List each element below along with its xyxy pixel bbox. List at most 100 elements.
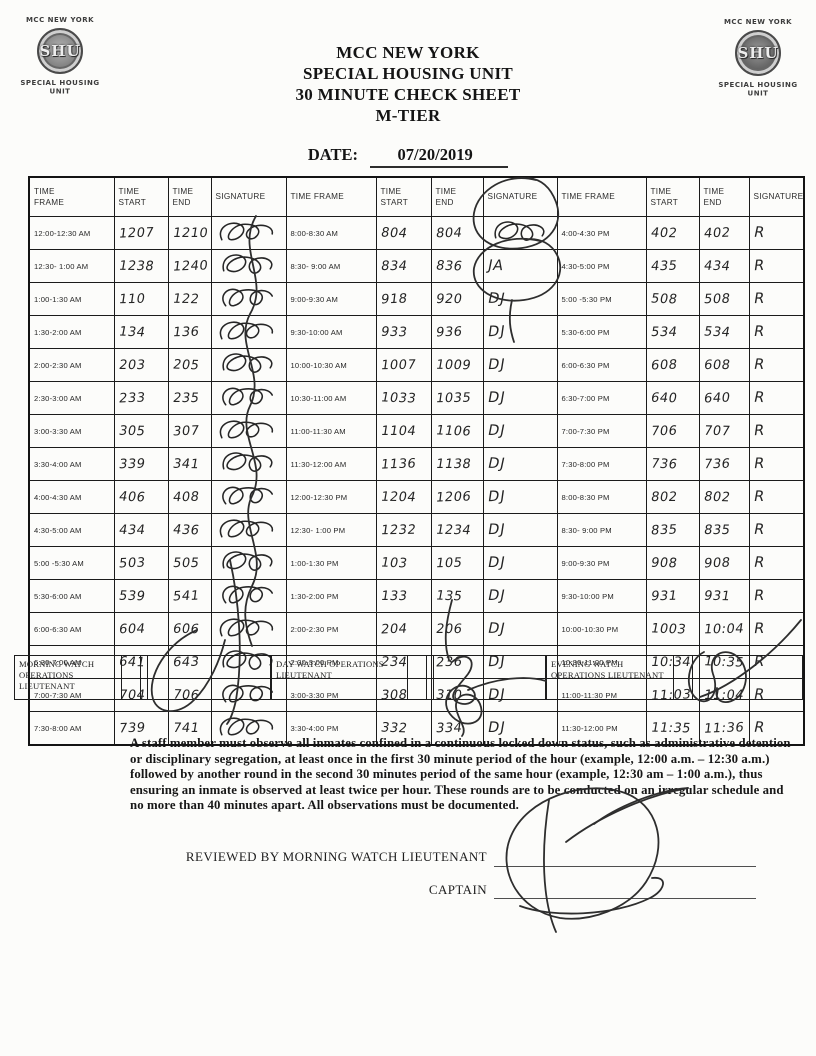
time-frame-cell: 6:00-6:30 PM: [556, 348, 647, 382]
handwritten-time-end: 235: [171, 391, 201, 406]
time-end-cell: 1240: [167, 249, 212, 283]
table-row: 3:00-3:30 AM 305 307 11:00-11:30 AM 1104 1106…: [28, 414, 805, 448]
time-frame-cell: 4:00-4:30 AM: [28, 480, 115, 514]
handwritten-time-start: 203: [117, 358, 147, 373]
signature-cell: [210, 480, 287, 514]
handwritten-signature-initials: DJ: [485, 290, 507, 308]
handwritten-time-end: 307: [171, 423, 200, 440]
time-frame-cell: 9:00-9:30 PM: [556, 546, 647, 580]
shu-seal-icon: SHU: [37, 28, 83, 74]
seal-text: SHU: [39, 42, 81, 60]
signature-cell: DJ: [482, 282, 558, 316]
time-frame-cell: 12:30- 1:00 AM: [28, 249, 115, 283]
time-frame-cell: 11:30-12:00 AM: [285, 447, 377, 481]
time-frame-cell: 9:30-10:00 PM: [556, 579, 647, 613]
time-end-cell: 122: [167, 282, 212, 316]
time-start-cell: 1238: [113, 249, 169, 283]
handwritten-signature-initials: R: [752, 455, 766, 473]
time-end-cell: 1234: [430, 513, 484, 547]
time-frame-cell: 5:00 -5:30 PM: [556, 282, 647, 316]
time-frame-cell: 10:00-10:30 PM: [556, 612, 647, 646]
signature-cell: R: [748, 579, 805, 613]
handwritten-time-start: 736: [649, 456, 679, 473]
handwritten-time-start: 1007: [379, 357, 417, 374]
strip-spacer: [674, 655, 693, 700]
time-start-cell: 406: [113, 480, 169, 514]
time-end-cell: 606: [167, 612, 212, 646]
strip-divider: [693, 655, 700, 700]
handwritten-time-end: 1106: [434, 423, 472, 440]
signature-cell: R: [748, 249, 805, 283]
time-frame-cell: 1:00-1:30 PM: [285, 546, 377, 580]
handwritten-time-end: 1009: [434, 357, 472, 374]
time-start-cell: 802: [645, 480, 700, 514]
time-frame-cell: 8:30- 9:00 AM: [285, 249, 377, 283]
time-frame-cell: 12:00-12:30 PM: [285, 480, 377, 514]
signature-scribble-icon: [221, 551, 272, 571]
time-start-cell: 1007: [375, 348, 432, 382]
time-end-cell: 436: [167, 513, 212, 547]
time-end-cell: 402: [698, 216, 750, 250]
column-header-time-frame: TIME FRAME: [556, 176, 647, 217]
signature-cell: R: [748, 513, 805, 547]
column-header-time-start: TIME START: [113, 176, 169, 217]
time-frame-cell: 1:00-1:30 AM: [28, 282, 115, 316]
handwritten-signature-initials: R: [751, 521, 767, 539]
handwritten-time-start: 233: [117, 390, 146, 407]
handwritten-time-start: 1207: [117, 225, 155, 242]
handwritten-time-end: 436: [171, 522, 201, 539]
time-start-cell: 133: [375, 579, 432, 613]
handwritten-time-start: 1232: [379, 522, 417, 539]
time-start-cell: 134: [113, 315, 169, 349]
captain-label: CAPTAIN: [428, 882, 487, 897]
time-start-cell: 204: [375, 612, 432, 646]
time-end-cell: 640: [698, 381, 750, 415]
signature-cell: R: [748, 480, 805, 514]
handwritten-signature-initials: DJ: [485, 422, 507, 440]
table-row: 7:30-8:00 AM 739 741 3:30-4:00 PM 332 334 DJ 11…: [28, 711, 805, 746]
signature-cell: DJ: [482, 480, 558, 514]
time-start-cell: 203: [113, 348, 169, 382]
time-end-cell: 608: [698, 348, 750, 382]
table-row: 1:00-1:30 AM 110 122 9:00-9:30 AM 918 920 DJ 5:…: [28, 282, 805, 316]
strip-spacer: [122, 655, 141, 700]
table-row: 6:00-6:30 AM 604 606 2:00-2:30 PM 204 206 DJ 10…: [28, 612, 805, 646]
handwritten-time-end: 135: [434, 588, 464, 605]
time-frame-cell: 8:30- 9:00 PM: [556, 513, 647, 547]
time-frame-cell: 5:00 -5:30 AM: [28, 546, 115, 580]
time-start-cell: 933: [375, 315, 432, 349]
handwritten-time-end: 804: [434, 225, 463, 242]
seal-text: SHU: [737, 44, 779, 62]
time-frame-cell: 3:00-3:30 AM: [28, 414, 115, 448]
signature-scribble-icon: [219, 222, 273, 241]
time-end-cell: 920: [430, 282, 484, 316]
time-end-cell: 105: [430, 546, 484, 580]
table-row: 2:00-2:30 AM 203 205 10:00-10:30 AM 1007 1009…: [28, 348, 805, 382]
handwritten-time-end: 606: [171, 621, 201, 638]
time-start-cell: 434: [113, 513, 169, 547]
time-start-cell: 908: [645, 546, 700, 580]
table-row: 1:30-2:00 AM 134 136 9:30-10:00 AM 933 936 DJ 5…: [28, 315, 805, 349]
handwritten-time-start: 339: [117, 456, 146, 473]
time-start-cell: 332: [375, 711, 432, 746]
signature-scribble-icon: [221, 452, 272, 472]
signature-cell: [210, 249, 287, 283]
table-row: 2:30-3:00 AM 233 235 10:30-11:00 AM 1033 1035…: [28, 381, 805, 415]
handwritten-time-start: 1136: [379, 456, 417, 473]
strip-divider: [427, 655, 434, 700]
observation-notice: A staff member must observe all inmates …: [130, 736, 791, 813]
watch-signature-box: [148, 655, 271, 700]
handwritten-time-end: 1138: [434, 457, 472, 472]
handwritten-time-end: 1035: [434, 390, 472, 407]
handwritten-time-start: 435: [649, 258, 678, 275]
column-header-time-end: TIME END: [167, 176, 212, 217]
signature-cell: R: [748, 447, 805, 481]
handwritten-time-start: 1104: [379, 424, 417, 439]
signature-cell: [210, 315, 287, 349]
logo-top-text: MCC NEW YORK: [723, 17, 793, 27]
handwritten-time-end: 408: [171, 489, 200, 506]
handwritten-time-end: 205: [171, 357, 201, 374]
table-row: 3:30-4:00 AM 339 341 11:30-12:00 AM 1136 1138…: [28, 447, 805, 481]
handwritten-time-end: 534: [702, 324, 732, 341]
column-header-time-frame: TIME FRAME: [285, 176, 377, 217]
